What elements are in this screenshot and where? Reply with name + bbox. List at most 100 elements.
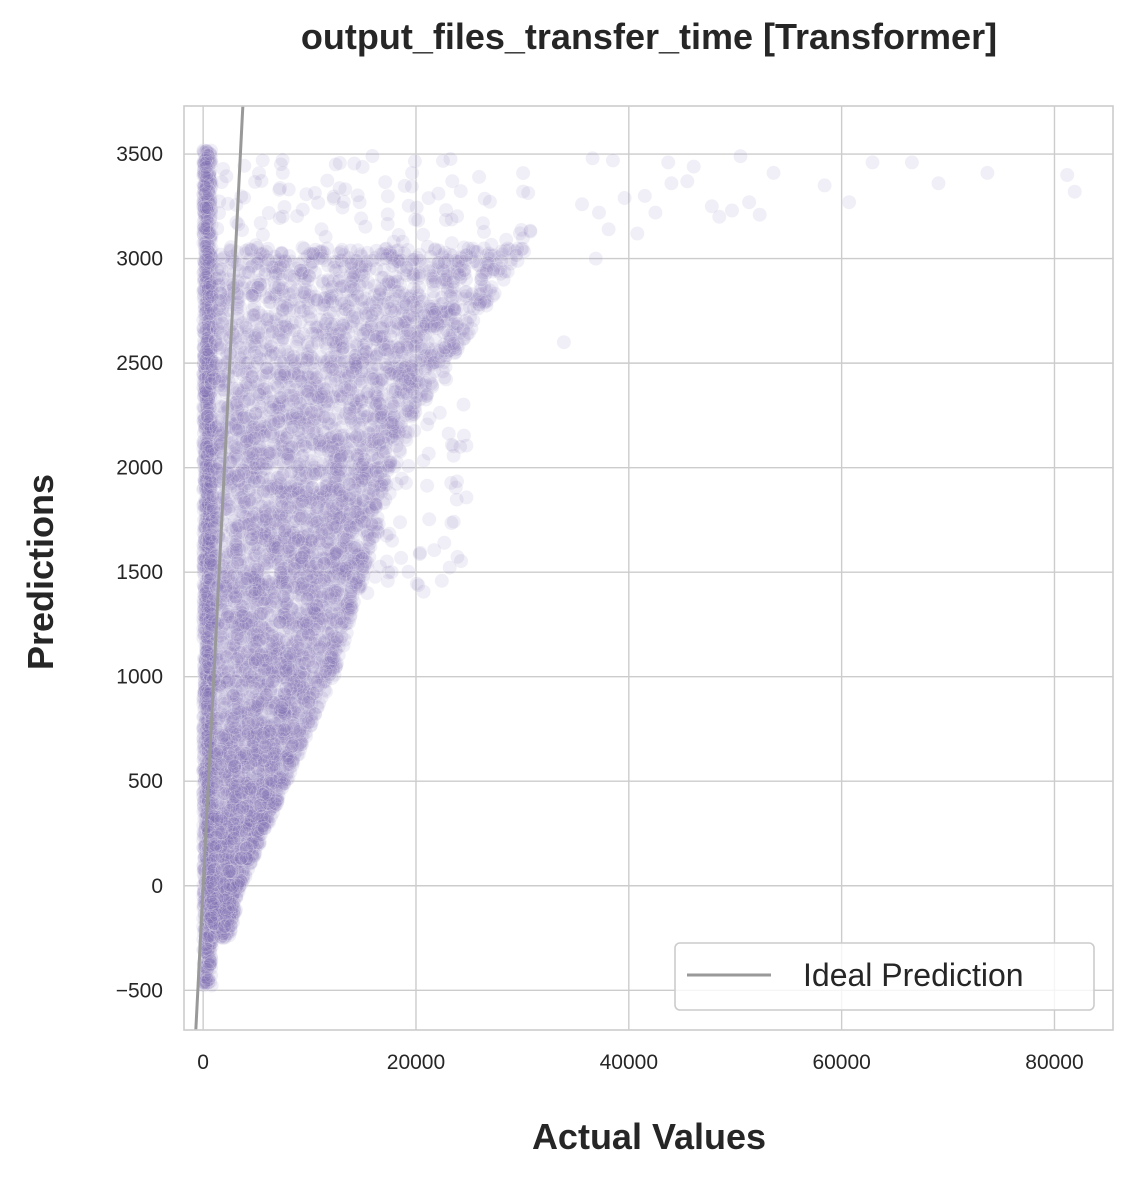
scatter-point — [198, 356, 213, 372]
scatter-point — [197, 553, 213, 569]
scatter-point — [204, 282, 219, 298]
scatter-point — [197, 457, 213, 473]
scatter-point — [202, 323, 217, 339]
scatter-point — [199, 362, 214, 377]
scatter-point — [198, 514, 213, 530]
scatter-point — [197, 628, 212, 643]
scatter-point — [197, 282, 212, 298]
scatter-point — [200, 601, 216, 617]
scatter-point — [198, 439, 214, 455]
scatter-point — [198, 458, 213, 474]
scatter-point — [203, 242, 218, 258]
scatter-point — [197, 306, 212, 322]
scatter-point — [199, 304, 214, 319]
scatter-point — [200, 542, 215, 557]
scatter-point — [197, 583, 213, 599]
scatter-point — [196, 333, 212, 348]
scatter-point — [200, 574, 216, 589]
scatter-point — [197, 476, 213, 492]
scatter-point — [199, 177, 215, 193]
scatter-point — [198, 506, 214, 522]
scatter-point — [204, 887, 219, 903]
scatter-point — [197, 256, 213, 272]
scatter-point — [199, 396, 214, 412]
scatter-point — [200, 545, 215, 561]
scatter-point — [196, 340, 211, 355]
scatter-point — [198, 609, 214, 624]
scatter-point — [203, 480, 218, 495]
scatter-point — [201, 432, 217, 448]
scatter-point — [202, 325, 217, 340]
scatter-point — [199, 485, 214, 500]
scatter-point — [200, 250, 215, 265]
scatter-point — [198, 159, 214, 175]
scatter-point — [197, 669, 212, 685]
scatter-point — [197, 552, 212, 568]
scatter-point — [196, 432, 212, 448]
scatter-point — [197, 385, 212, 401]
scatter-point — [200, 224, 215, 240]
scatter-point — [203, 555, 218, 571]
scatter-point — [204, 893, 219, 908]
scatter-point — [197, 569, 213, 585]
scatter-point — [198, 446, 214, 461]
scatter-point — [202, 182, 218, 198]
scatter-point — [203, 480, 218, 495]
scatter-point — [204, 460, 219, 476]
scatter-point — [204, 449, 219, 464]
scatter-point — [204, 951, 219, 967]
scatter-point — [197, 255, 213, 271]
scatter-point — [197, 186, 213, 202]
scatter-point — [203, 366, 219, 381]
scatter-point — [199, 464, 214, 479]
scatter-point — [200, 453, 215, 468]
scatter-point — [203, 201, 219, 217]
scatter-point — [197, 587, 212, 603]
scatter-point — [201, 439, 217, 454]
scatter-point — [204, 241, 219, 256]
scatter-point — [199, 283, 214, 298]
scatter-point — [198, 652, 213, 668]
scatter-point — [198, 410, 214, 425]
scatter-point — [196, 265, 211, 281]
scatter-point — [198, 159, 213, 175]
scatter-point — [201, 583, 216, 599]
scatter-point — [196, 626, 211, 641]
scatter-point — [197, 551, 213, 566]
scatter-point — [200, 194, 216, 209]
scatter-point — [200, 425, 215, 441]
scatter-point — [203, 305, 219, 321]
scatter-point — [199, 253, 214, 268]
scatter-point — [198, 445, 213, 461]
scatter-point — [196, 288, 212, 304]
scatter-point — [199, 393, 214, 409]
scatter-point — [196, 579, 212, 595]
scatter-point — [196, 227, 211, 243]
scatter-point — [204, 524, 219, 540]
scatter-point — [197, 601, 212, 617]
scatter-point — [200, 434, 215, 450]
scatter-point — [200, 972, 216, 988]
scatter-point — [199, 459, 215, 475]
scatter-point — [201, 289, 217, 305]
scatter-point — [202, 444, 218, 459]
scatter-point — [198, 483, 214, 499]
scatter-point — [203, 463, 219, 479]
scatter-point — [197, 420, 213, 436]
scatter-point — [201, 349, 216, 365]
scatter-point — [203, 143, 219, 158]
scatter-point — [196, 291, 211, 306]
scatter-point — [197, 367, 212, 383]
scatter-point — [204, 442, 219, 458]
scatter-point — [200, 144, 216, 159]
scatter-point — [200, 616, 216, 632]
scatter-point — [200, 531, 216, 547]
scatter-point — [200, 441, 215, 457]
scatter-point — [199, 560, 214, 576]
scatter-point — [195, 558, 211, 574]
scatter-point — [198, 323, 214, 339]
scatter-point — [199, 334, 215, 349]
scatter-point — [204, 493, 219, 508]
scatter-point — [199, 538, 215, 553]
scatter-point — [200, 975, 216, 990]
